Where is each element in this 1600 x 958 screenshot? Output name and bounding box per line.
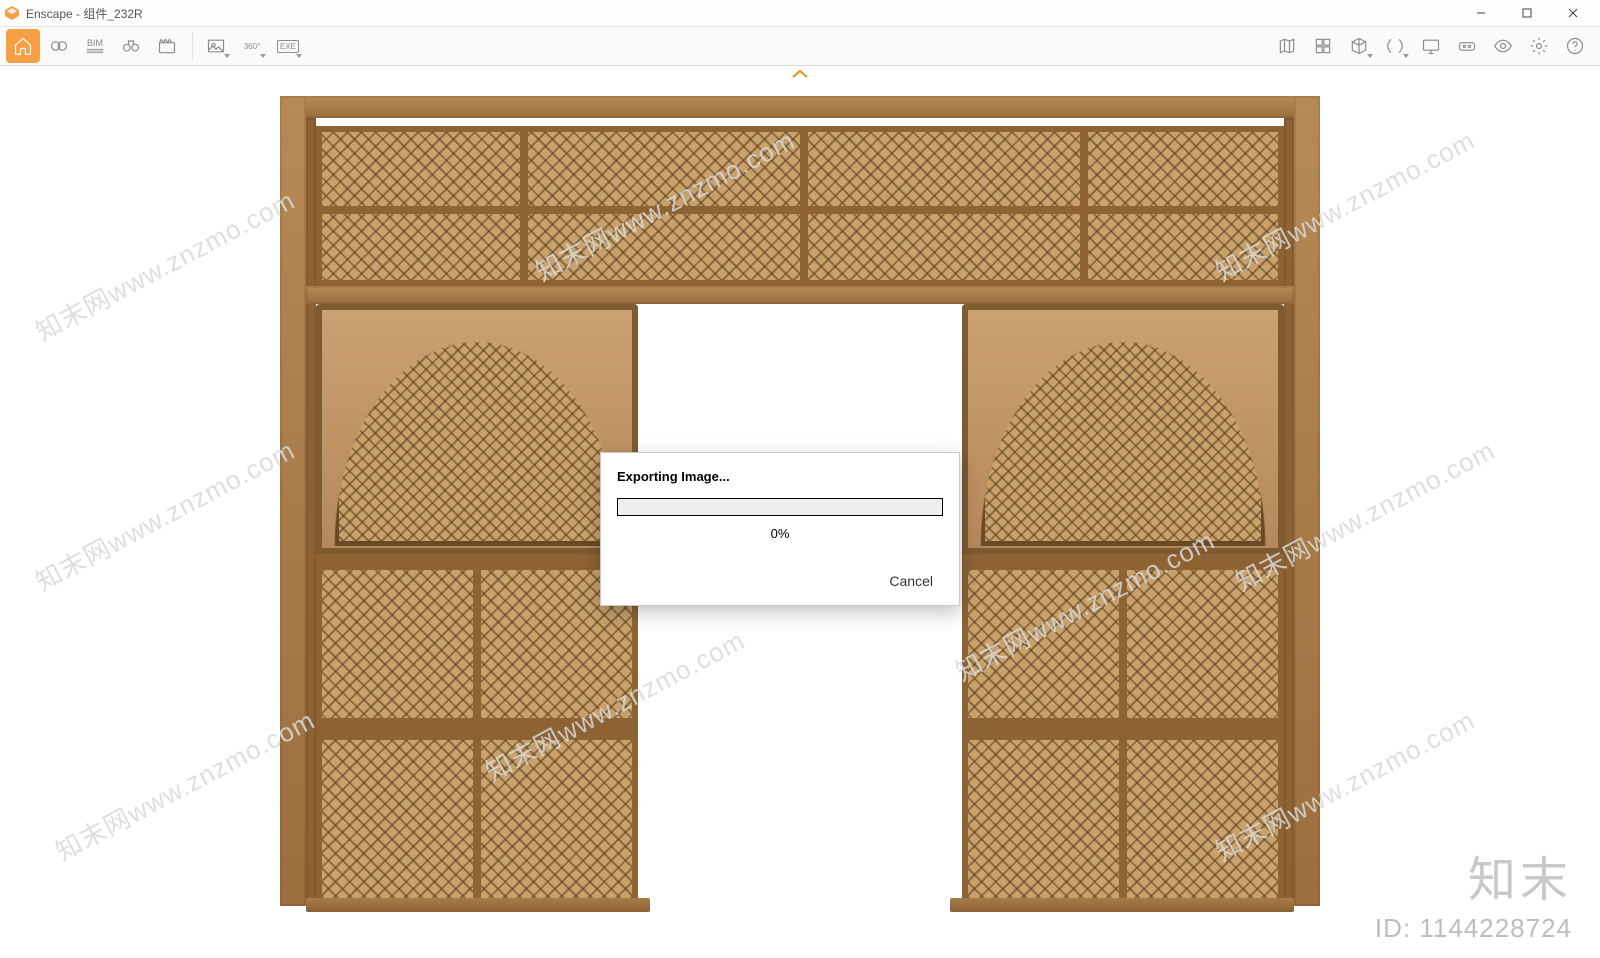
progress-percent: 0%: [617, 526, 943, 541]
watermark: 知末网www.znzmo.com: [28, 430, 301, 598]
eye-icon[interactable]: [1486, 29, 1520, 63]
dialog-title: Exporting Image...: [617, 469, 943, 484]
export-image-icon[interactable]: [199, 29, 233, 63]
window-minimize-button[interactable]: [1458, 0, 1504, 26]
map-icon[interactable]: [1270, 29, 1304, 63]
clapboard-icon[interactable]: [150, 29, 184, 63]
exe-export-icon[interactable]: EXE: [271, 29, 305, 63]
exe-label: EXE: [277, 40, 299, 53]
asset-library-icon[interactable]: [1306, 29, 1340, 63]
export-dialog: Exporting Image... 0% Cancel: [600, 452, 960, 606]
link-model-icon[interactable]: [42, 29, 76, 63]
toolbar: BIM 360° EXE: [0, 26, 1600, 66]
compare-icon[interactable]: [1378, 29, 1412, 63]
enscape-logo-icon: [4, 5, 20, 21]
bim-label: BIM: [87, 39, 103, 48]
home-icon[interactable]: [6, 29, 40, 63]
window-title: Enscape - 组件_232R: [26, 5, 143, 22]
asset-id: ID: 1144228724: [1375, 913, 1572, 944]
toolbar-separator: [192, 33, 193, 59]
watermark: 知末网www.znzmo.com: [28, 180, 301, 348]
bim-icon[interactable]: BIM: [78, 29, 112, 63]
progress-bar: [617, 498, 943, 516]
monitor-icon[interactable]: [1414, 29, 1448, 63]
window-maximize-button[interactable]: [1504, 0, 1550, 26]
binoculars-icon[interactable]: [114, 29, 148, 63]
right-door-panel: [962, 304, 1284, 906]
cube-icon[interactable]: [1342, 29, 1376, 63]
left-door-panel: [316, 304, 638, 906]
panel-expand-chevron-icon[interactable]: [791, 66, 809, 84]
viewport: 知末网www.znzmo.com 知末网www.znzmo.com 知末网www…: [0, 66, 1600, 958]
panorama-label: 360°: [244, 42, 261, 51]
titlebar: Enscape - 组件_232R: [0, 0, 1600, 26]
brand-watermark: 知末: [1468, 840, 1572, 910]
cancel-button[interactable]: Cancel: [879, 567, 943, 595]
window-close-button[interactable]: [1550, 0, 1596, 26]
help-icon[interactable]: [1558, 29, 1592, 63]
panorama-icon[interactable]: 360°: [235, 29, 269, 63]
gear-icon[interactable]: [1522, 29, 1556, 63]
vr-icon[interactable]: [1450, 29, 1484, 63]
